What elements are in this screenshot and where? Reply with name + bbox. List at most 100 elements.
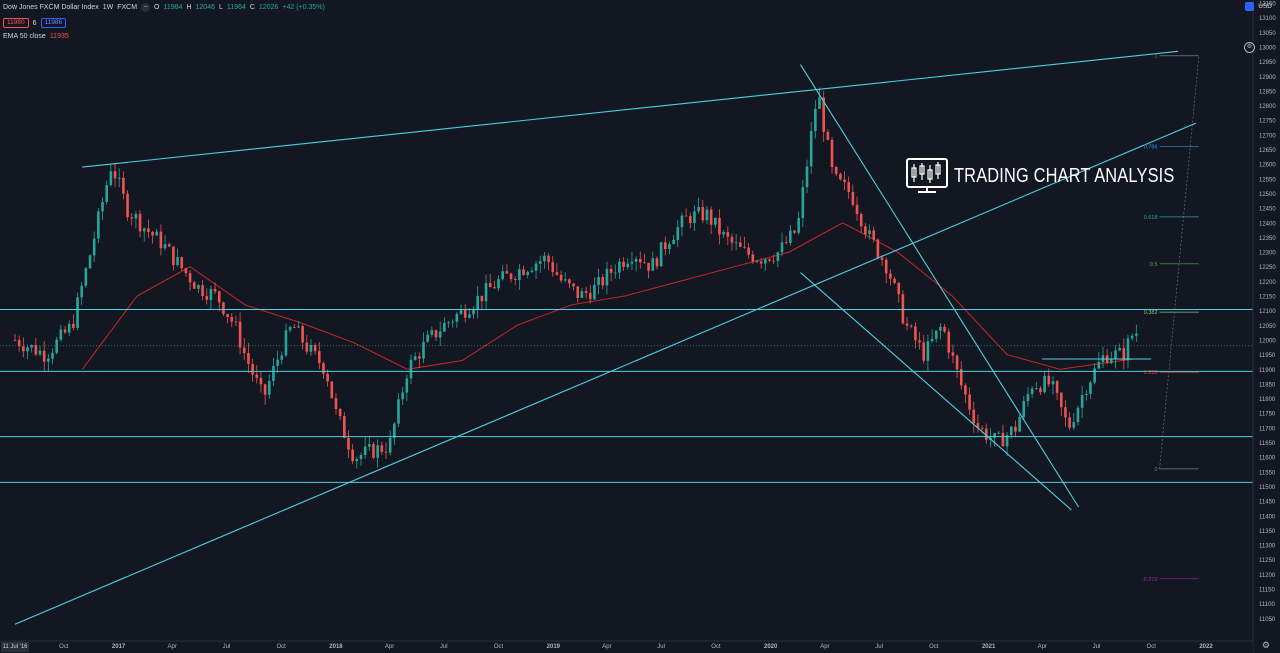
- candle-down: [63, 329, 67, 333]
- candle-down: [434, 330, 438, 338]
- collapse-icon[interactable]: −: [141, 3, 151, 12]
- settings-icon[interactable]: ⚙: [1244, 42, 1255, 53]
- candle-down: [151, 232, 154, 236]
- candle-up: [267, 381, 271, 395]
- ema-label: EMA 50 close: [3, 33, 46, 40]
- candle-up: [38, 350, 42, 355]
- candle-up: [459, 309, 463, 315]
- y-tick-label: 13150: [1259, 2, 1276, 8]
- candle-down: [126, 193, 129, 218]
- ema-legend[interactable]: EMA 50 close 11935: [3, 33, 69, 40]
- x-tick-label: Apr: [168, 644, 177, 650]
- y-tick-label: 12300: [1259, 251, 1276, 257]
- y-tick-label: 13100: [1259, 16, 1276, 22]
- candle-down: [22, 346, 25, 352]
- candle-up: [1110, 358, 1113, 363]
- candle-up: [1080, 395, 1084, 408]
- candle-up: [755, 261, 759, 263]
- candle-up: [613, 272, 617, 274]
- candle-up: [55, 339, 58, 353]
- close-value: 12026: [258, 4, 279, 11]
- candle-up: [388, 437, 392, 453]
- ema-layer: [81, 222, 1134, 370]
- y-tick-label: 11100: [1259, 602, 1275, 608]
- candle-down: [230, 317, 234, 322]
- candle-down: [242, 347, 246, 353]
- candle-up: [543, 255, 546, 262]
- compare-icon[interactable]: [1245, 2, 1254, 11]
- low-label: L: [218, 4, 223, 11]
- candle-down: [313, 345, 317, 352]
- x-tick-label: Jul: [440, 644, 448, 650]
- x-tick-label: 2020: [764, 644, 778, 650]
- symbol-name[interactable]: Dow Jones FXCM Dollar Index: [3, 4, 99, 11]
- y-tick-label: 12450: [1259, 207, 1276, 213]
- fib-level-label: 0.5: [1150, 262, 1158, 268]
- y-tick-label: 11500: [1259, 485, 1276, 491]
- candle-down: [839, 173, 842, 180]
- candle-down: [184, 268, 188, 274]
- candle-down: [255, 374, 259, 378]
- currency-label[interactable]: USD: [1258, 3, 1272, 10]
- candle-down: [559, 274, 563, 281]
- y-tick-label: 11300: [1259, 544, 1276, 550]
- candle-up: [605, 268, 609, 286]
- fib-level-label: 0.382: [1144, 310, 1158, 316]
- y-tick-label: 11050: [1259, 617, 1276, 623]
- y-tick-label: 12550: [1259, 177, 1276, 183]
- candle-down: [872, 230, 876, 240]
- candle-down: [205, 296, 209, 300]
- candle-up: [651, 258, 655, 271]
- candle-down: [1055, 381, 1059, 393]
- candle-down: [263, 384, 267, 395]
- candle-down: [13, 339, 17, 341]
- candle-down: [159, 231, 163, 249]
- candle-down: [576, 286, 580, 298]
- candle-down: [213, 288, 217, 292]
- candle-down: [147, 228, 150, 233]
- axis-settings-icon[interactable]: ⚙: [1261, 640, 1270, 650]
- fib-diagonal: [1159, 55, 1200, 469]
- candle-down: [555, 272, 559, 275]
- y-tick-label: 11550: [1259, 470, 1276, 476]
- candle-down: [918, 340, 921, 343]
- interval[interactable]: 1W: [102, 4, 114, 11]
- candle-down: [968, 394, 971, 410]
- candle-up: [714, 217, 717, 225]
- candle-up: [668, 244, 671, 250]
- candle-down: [226, 314, 229, 318]
- candle-down: [238, 321, 242, 348]
- candle-up: [501, 271, 505, 280]
- candle-down: [572, 283, 575, 287]
- candle-up: [530, 270, 534, 272]
- candle-up: [405, 378, 409, 393]
- y-tick-label: 11250: [1259, 558, 1276, 564]
- candle-down: [609, 268, 613, 273]
- candle-up: [814, 108, 817, 132]
- candle-down: [647, 262, 650, 271]
- candle-down: [493, 287, 496, 289]
- candle-down: [17, 340, 21, 347]
- sell-button[interactable]: 11980: [3, 18, 29, 28]
- candle-down: [663, 242, 667, 250]
- candle-up: [430, 330, 434, 335]
- y-tick-label: 12000: [1259, 338, 1276, 344]
- candle-down: [889, 273, 892, 279]
- candle-down: [34, 345, 38, 355]
- buy-button[interactable]: 11986: [40, 18, 67, 28]
- candle-up: [76, 297, 79, 328]
- candle-up: [197, 285, 200, 289]
- candle-down: [914, 326, 917, 341]
- candle-up: [276, 359, 279, 366]
- x-tick-label: Apr: [602, 644, 611, 650]
- candle-up: [497, 279, 500, 289]
- candle-down: [584, 291, 588, 293]
- candle-down: [826, 131, 830, 140]
- candle-up: [368, 444, 371, 447]
- candle-up: [659, 242, 663, 267]
- watermark-text: TRADING CHART ANALYSIS: [954, 164, 1175, 187]
- candle-up: [868, 230, 871, 235]
- candle-down: [951, 352, 955, 356]
- candle-up: [476, 295, 480, 310]
